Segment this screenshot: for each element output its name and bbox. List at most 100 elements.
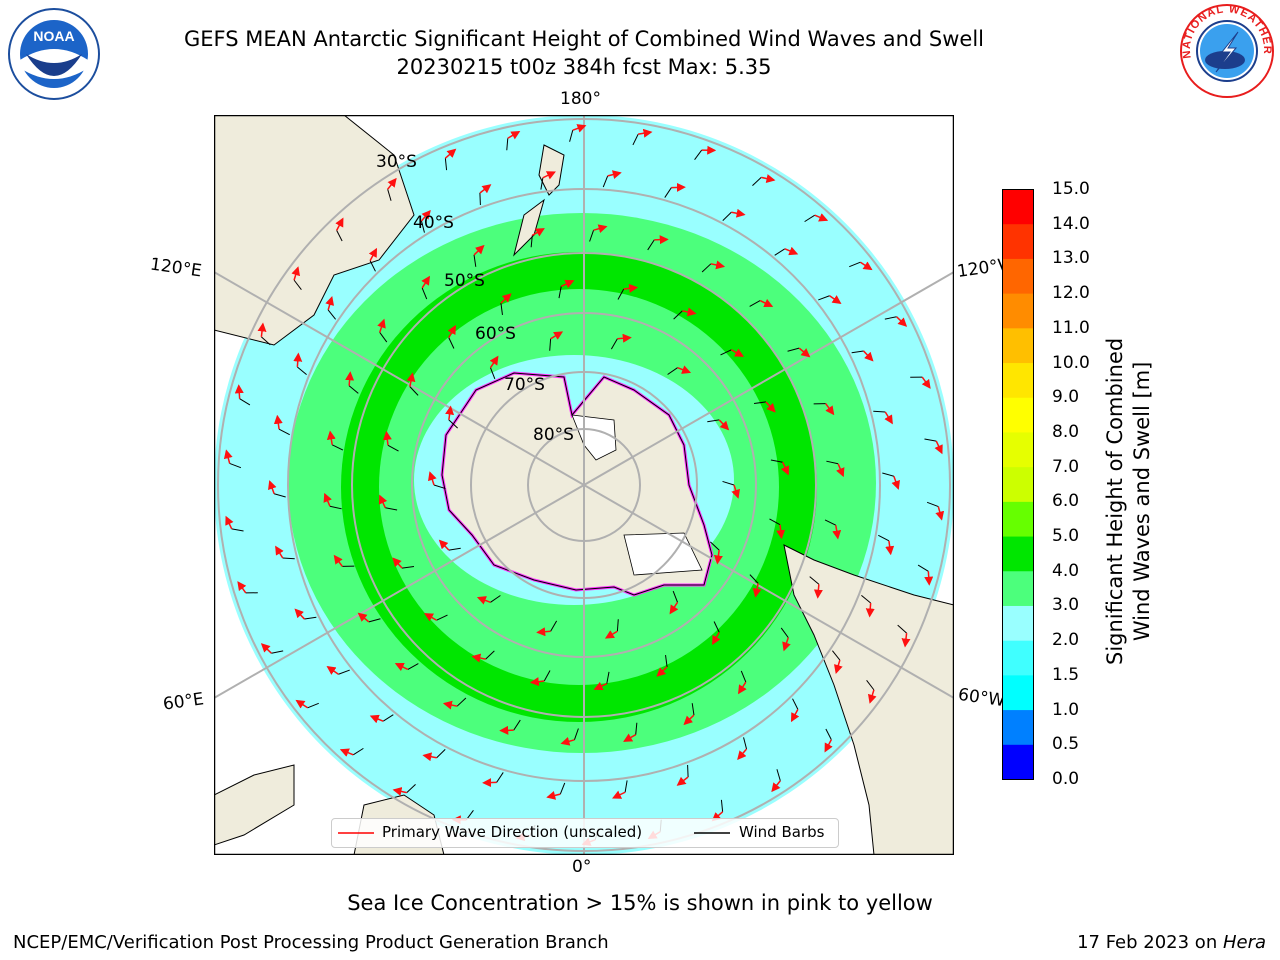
wave-arrow	[473, 244, 485, 256]
colorbar-tick-label: 6.0	[1052, 491, 1080, 512]
wind-barb	[352, 747, 364, 756]
colorbar-segment	[1002, 258, 1034, 294]
wind-barb	[473, 254, 477, 267]
colorbar-segment	[1002, 536, 1034, 572]
wave-arrow	[345, 371, 355, 386]
wind-barb	[282, 557, 295, 560]
wind-barb	[851, 350, 864, 354]
wind-barb	[530, 235, 533, 248]
colorbar-tick-label: 2.0	[1052, 630, 1080, 651]
wind-barb	[273, 493, 286, 498]
wind-barb	[490, 367, 496, 380]
lon-label-60e: 60°E	[161, 689, 206, 715]
wave-arrow	[447, 325, 456, 339]
wave-arrow	[531, 228, 545, 237]
wave-arrow	[442, 700, 458, 710]
wind-barb	[665, 654, 668, 667]
map-panel	[214, 115, 954, 855]
wind-barb	[792, 698, 799, 710]
wave-arrow	[901, 633, 911, 648]
wind-barb	[421, 287, 428, 300]
lon-label-120e: 120°E	[148, 254, 203, 282]
wind-barb	[500, 303, 503, 316]
wave-arrow	[813, 584, 823, 599]
wave-arrow	[237, 581, 247, 594]
wave-arrow	[392, 557, 403, 569]
wave-arrow	[669, 601, 679, 615]
wind-barb	[407, 663, 419, 670]
wind-barb	[406, 784, 416, 793]
wave-arrow	[529, 677, 545, 687]
colorbar-tick-label: 0.0	[1052, 769, 1080, 789]
wind-barb	[550, 620, 558, 632]
colorbar-tick-label: 15.0	[1052, 179, 1090, 199]
wind-barb	[369, 260, 376, 272]
colorbar-segment	[1002, 189, 1034, 225]
wind-barb	[722, 480, 735, 486]
wave-arrow	[572, 124, 587, 133]
wave-arrow	[738, 681, 747, 695]
wind-barb	[436, 614, 448, 621]
wave-arrow	[291, 266, 301, 281]
wave-arrow	[865, 602, 875, 618]
wind-barb	[559, 782, 566, 795]
wind-legend-label: Wind Barbs	[739, 823, 825, 841]
lon-label-180: 180°	[560, 89, 601, 109]
wind-barb	[753, 401, 766, 404]
chart-subtitle: 20230215 t00z 384h fcst Max: 5.35	[396, 55, 772, 79]
wind-barb	[884, 316, 897, 320]
wave-arrow	[780, 461, 790, 476]
map-legend: Primary Wave Direction (unscaled) Wind B…	[331, 818, 839, 848]
wave-arrow	[424, 613, 438, 622]
wind-barb	[691, 703, 695, 716]
wind-barb	[832, 650, 841, 661]
wave-arrow	[737, 748, 748, 761]
wind-barb	[897, 624, 907, 634]
wind-barb	[549, 338, 552, 351]
wind-barb	[448, 337, 455, 349]
wave-arrow	[479, 184, 492, 194]
wind-barb	[824, 519, 837, 526]
wind-barb	[878, 534, 890, 542]
wind-barb	[304, 616, 317, 620]
wind-barb	[479, 192, 481, 206]
wave-arrow	[798, 347, 811, 358]
wind-barb	[804, 214, 816, 223]
footer-date: 17 Feb 2023 on Hera	[1077, 932, 1266, 953]
colorbar-segment	[1002, 674, 1034, 711]
lon-label-60w: 60°W	[956, 684, 1007, 712]
wave-arrow	[790, 709, 800, 723]
wind-barb	[444, 158, 448, 171]
wave-arrow	[607, 170, 622, 179]
wave-arrow	[489, 355, 499, 369]
wind-barb	[632, 133, 639, 146]
wind-barb	[558, 286, 562, 299]
colorbar-tick-label: 13.0	[1052, 248, 1090, 269]
wave-arrow	[731, 208, 746, 218]
wind-barb	[261, 336, 271, 346]
wind-barb	[569, 130, 574, 142]
wave-arrow	[382, 430, 392, 446]
wave-arrow	[867, 689, 877, 704]
wave-arrow	[406, 372, 416, 387]
wind-barb	[713, 621, 720, 633]
wind-barb	[752, 177, 762, 186]
wind-barb	[926, 501, 939, 508]
colorbar	[1002, 189, 1034, 780]
wave-arrow	[326, 430, 336, 445]
wave-arrow	[420, 209, 431, 222]
graticule	[214, 115, 954, 855]
colorbar-tick-label: 11.0	[1052, 317, 1090, 338]
wind-barb	[231, 528, 244, 532]
colorbar-segment	[1002, 640, 1034, 676]
wind-barb	[420, 220, 425, 233]
wind-barb	[436, 748, 446, 759]
wave-arrow	[422, 752, 437, 762]
wave-arrow	[368, 247, 378, 261]
wave-arrow	[921, 376, 931, 389]
wind-barb	[882, 472, 895, 477]
colorbar-segment	[1002, 362, 1034, 398]
wave-arrow	[268, 480, 277, 495]
wave-arrow	[325, 296, 335, 311]
lat-label-60s: 60°S	[475, 324, 516, 344]
